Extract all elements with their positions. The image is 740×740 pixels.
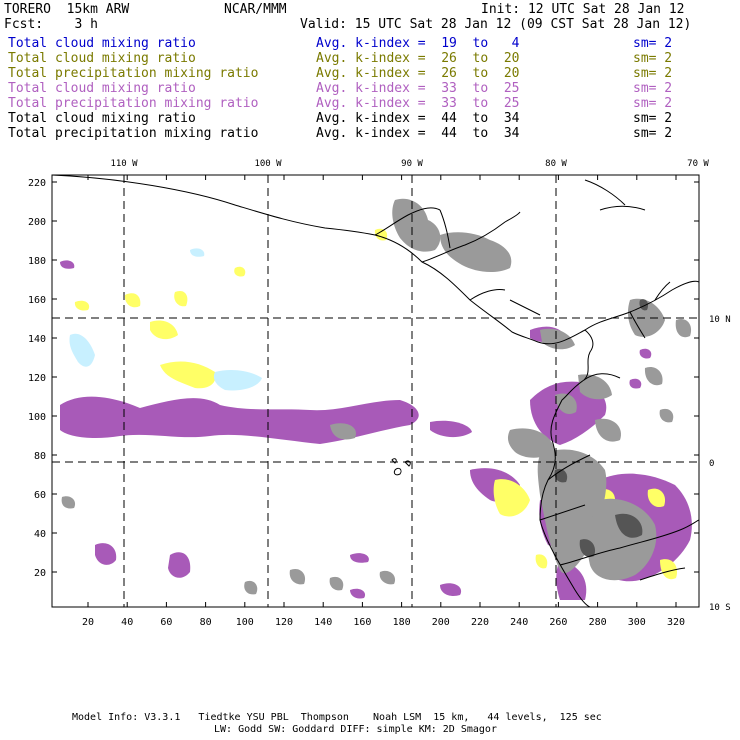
lon-label: 80 W [545,159,567,169]
legend-sm: sm= 2 [633,96,673,111]
legend-field: Total precipitation mixing ratio [8,66,259,81]
y-tick-label: 120 [28,373,46,384]
legend-kindex: Avg. k-index = 33 to 25 [316,96,520,111]
x-tick-label: 240 [510,617,528,628]
footer-model-info: Model Info: V3.3.1 Tiedtke YSU PBL Thomp… [72,712,602,723]
lat-label: 10 N [709,315,731,325]
y-tick-label: 220 [28,178,46,189]
gray-cloud-field [61,198,692,595]
legend-kindex: Avg. k-index = 19 to 4 [316,36,520,51]
legend-sm: sm= 2 [633,126,673,141]
x-tick-label: 320 [667,617,685,628]
y-tick-label: 40 [34,529,46,540]
y-tick-label: 80 [34,451,46,462]
x-tick-label: 200 [432,617,450,628]
y-tick-label: 140 [28,334,46,345]
legend-field: Total precipitation mixing ratio [8,126,259,141]
legend-field: Total precipitation mixing ratio [8,96,259,111]
lat-label: 0 [709,459,714,469]
header-valid: Valid: 15 UTC Sat 28 Jan 12 (09 CST Sat … [300,17,692,32]
header-init: Init: 12 UTC Sat 28 Jan 12 [481,2,685,17]
y-tick-label: 200 [28,217,46,228]
y-tick-label: 180 [28,256,46,267]
lon-label: 110 W [110,159,138,169]
x-tick-label: 160 [353,617,371,628]
cyan-cloud-field [69,248,262,391]
legend-field: Total cloud mixing ratio [8,111,196,126]
header-title: TORERO 15km ARW [4,2,130,17]
x-tick-label: 220 [471,617,489,628]
x-tick-label: 260 [549,617,567,628]
y-tick-label: 160 [28,295,46,306]
x-tick-label: 80 [200,617,212,628]
x-tick-label: 100 [236,617,254,628]
y-tick-label: 60 [34,490,46,501]
y-tick-label: 20 [34,568,46,579]
lon-label: 90 W [401,159,423,169]
coastlines [52,175,699,607]
lat-label: 10 S [709,603,731,613]
footer-physics: LW: Godd SW: Goddard DIFF: simple KM: 2D… [214,724,497,735]
header-fcst: Fcst: 3 h [4,17,98,32]
legend-sm: sm= 2 [633,51,673,66]
y-tick-label: 100 [28,412,46,423]
lon-label: 100 W [254,159,282,169]
x-tick-label: 40 [121,617,133,628]
legend-sm: sm= 2 [633,66,673,81]
dark-cloud-cores [554,299,649,558]
x-tick-label: 60 [160,617,172,628]
x-tick-label: 140 [314,617,332,628]
x-tick-label: 120 [275,617,293,628]
legend-field: Total cloud mixing ratio [8,81,196,96]
x-tick-label: 280 [589,617,607,628]
legend-sm: sm= 2 [633,36,673,51]
legend-kindex: Avg. k-index = 33 to 25 [316,81,520,96]
plot-frame [51,174,700,608]
legend-kindex: Avg. k-index = 26 to 20 [316,66,520,81]
legend-kindex: Avg. k-index = 44 to 34 [316,126,520,141]
legend-kindex: Avg. k-index = 44 to 34 [316,111,520,126]
lon-label: 70 W [687,159,709,169]
legend-kindex: Avg. k-index = 26 to 20 [316,51,520,66]
legend-field: Total cloud mixing ratio [8,51,196,66]
x-tick-label: 180 [393,617,411,628]
legend-field: Total cloud mixing ratio [8,36,196,51]
legend-sm: sm= 2 [633,111,673,126]
header-source: NCAR/MMM [224,2,287,17]
x-tick-label: 300 [628,617,646,628]
yellow-cloud-field [74,228,678,580]
lat-lon-grid [52,175,699,607]
x-tick-label: 20 [82,617,94,628]
legend-sm: sm= 2 [633,81,673,96]
